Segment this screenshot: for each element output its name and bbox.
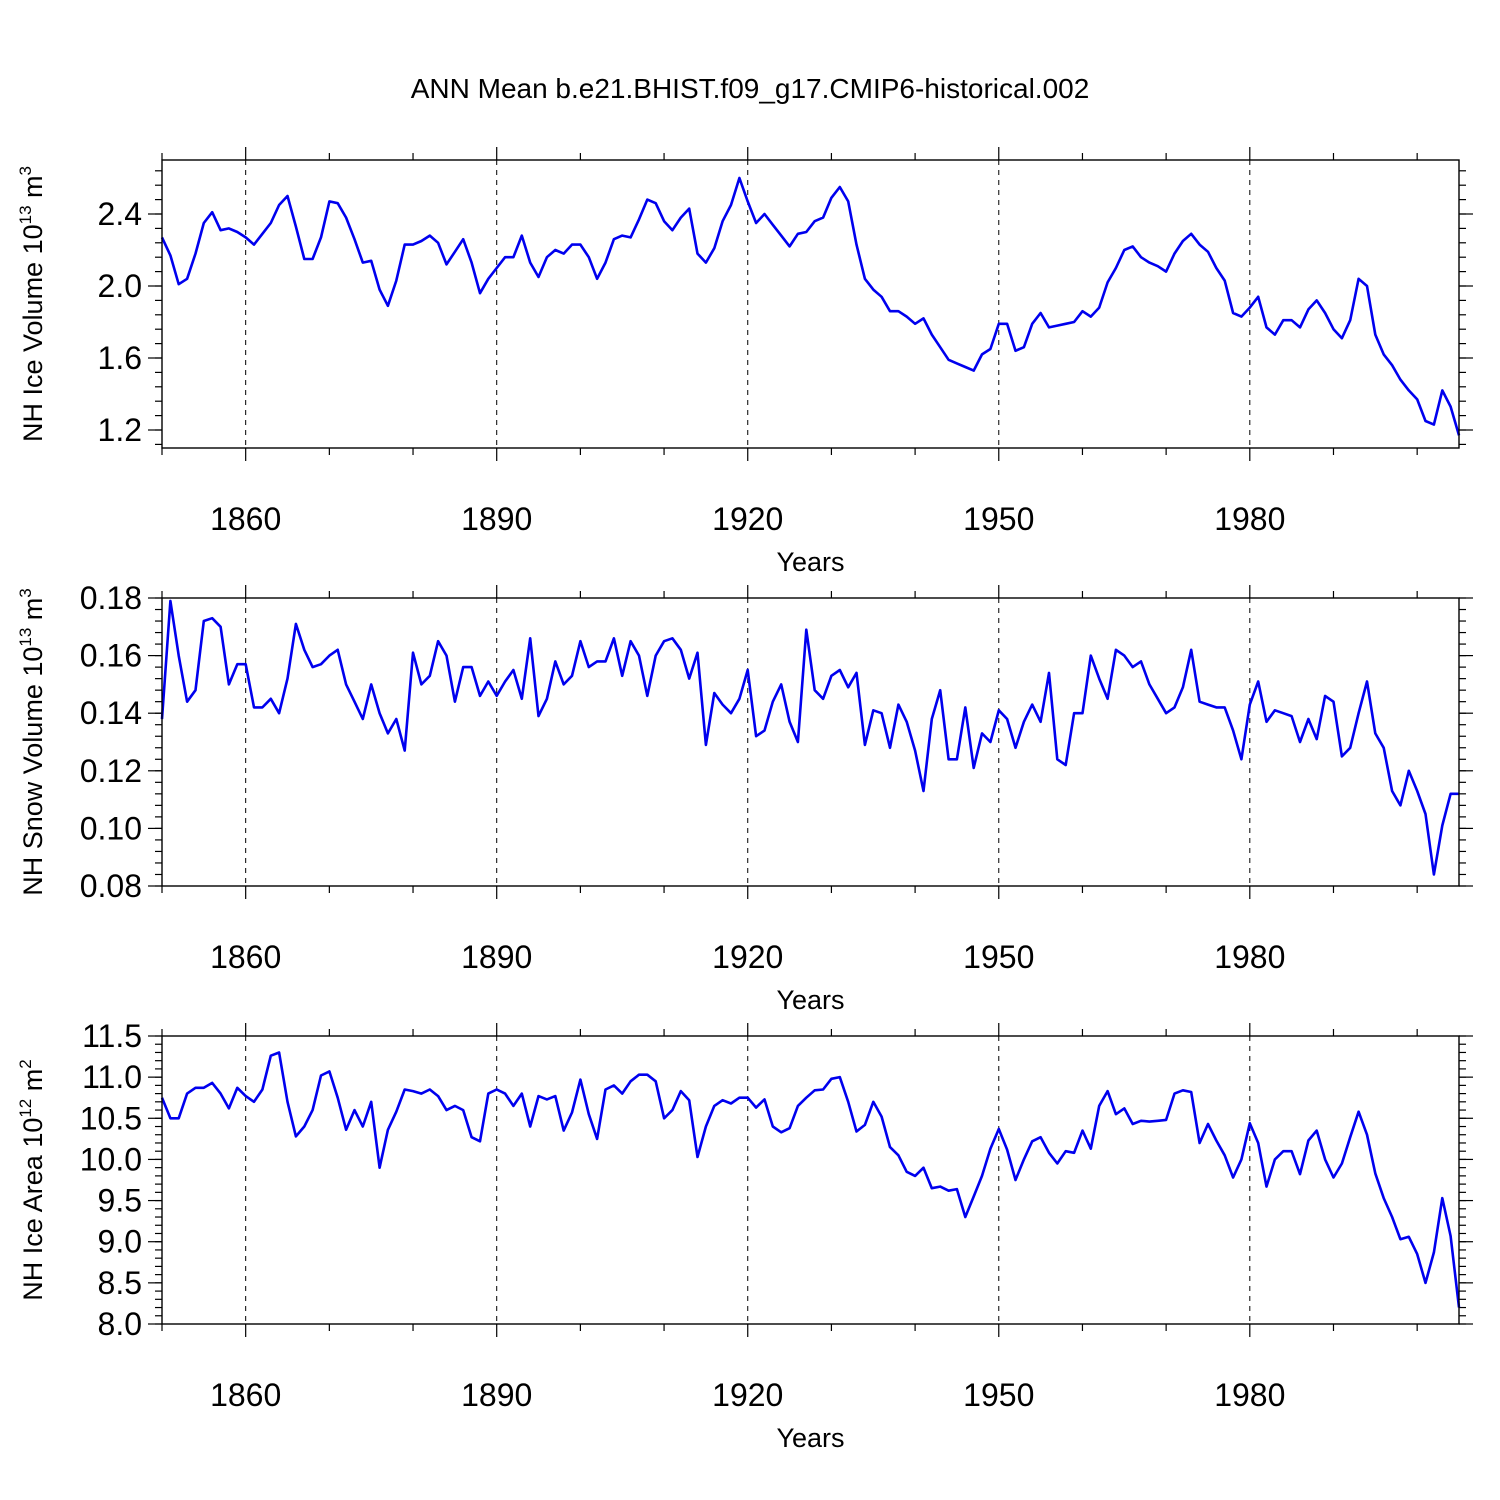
x-tick-label: 1920 [712, 501, 783, 537]
panel-1: 1860 1890 1920 1950 1980 1.2 1.6 2.0 2.4 Years NH … [16, 147, 1473, 577]
x-tick-label: 1890 [461, 1377, 532, 1413]
plot-frame [161, 597, 1460, 887]
y-axis-label: NH Snow Volume 1013 m3 [16, 588, 48, 896]
series-line [160, 599, 1459, 876]
y-tick-label: 8.0 [98, 1306, 142, 1342]
y-tick-label: 8.5 [98, 1265, 142, 1301]
x-tick-label: 1980 [1214, 939, 1285, 975]
x-tick-label: 1980 [1214, 1377, 1285, 1413]
y-tick-label: 1.6 [98, 340, 142, 376]
x-tick-label: 1920 [712, 1377, 783, 1413]
y-tick-label: 2.0 [98, 268, 142, 304]
y-axis-label: NH Ice Area 1012 m2 [16, 1059, 48, 1300]
y-tick-label: 0.12 [80, 753, 142, 789]
y-tick-label: 0.14 [80, 695, 142, 731]
series-line [160, 1051, 1461, 1308]
chart-panels: 1860 1890 1920 1950 1980 1.2 1.6 2.0 2.4 Years NH … [16, 147, 1473, 1453]
x-tick-label: 1860 [210, 501, 281, 537]
x-tick-label: 1980 [1214, 501, 1285, 537]
y-tick-label: 1.2 [98, 412, 142, 448]
x-tick-label: 1860 [210, 939, 281, 975]
y-tick-label: 10.0 [80, 1141, 142, 1177]
y-tick-label: 9.0 [98, 1224, 142, 1260]
plot-frame [161, 1035, 1460, 1325]
y-tick-label: 0.08 [80, 868, 142, 904]
plot-frame [161, 159, 1460, 449]
y-tick-label: 0.16 [80, 638, 142, 674]
y-tick-label: 10.5 [80, 1100, 142, 1136]
x-tick-label: 1950 [963, 1377, 1034, 1413]
x-axis-label: Years [776, 547, 844, 577]
chart-title: ANN Mean b.e21.BHIST.f09_g17.CMIP6-histo… [411, 73, 1090, 104]
y-tick-label: 11.5 [82, 1018, 142, 1054]
x-axis-label: Years [776, 985, 844, 1015]
x-tick-label: 1920 [712, 939, 783, 975]
x-axis-label: Years [776, 1423, 844, 1453]
y-tick-label: 0.18 [80, 580, 142, 616]
panel-3: 1860 1890 1920 1950 1980 8.0 8.5 9.0 9.5 10.0 10.5… [16, 1018, 1473, 1453]
y-tick-label: 0.10 [80, 810, 142, 846]
x-tick-label: 1860 [210, 1377, 281, 1413]
x-tick-label: 1950 [963, 501, 1034, 537]
x-tick-label: 1890 [461, 501, 532, 537]
y-tick-label: 2.4 [98, 196, 142, 232]
x-tick-label: 1950 [963, 939, 1034, 975]
y-tick-label: 9.5 [98, 1183, 142, 1219]
x-tick-label: 1890 [461, 939, 532, 975]
y-tick-label: 11.0 [82, 1059, 142, 1095]
panel-2: 1860 1890 1920 1950 1980 0.08 0.10 0.12 0.14 0.16… [16, 580, 1473, 1015]
series-line [160, 176, 1461, 436]
y-axis-label: NH Ice Volume 1013 m3 [16, 166, 48, 442]
